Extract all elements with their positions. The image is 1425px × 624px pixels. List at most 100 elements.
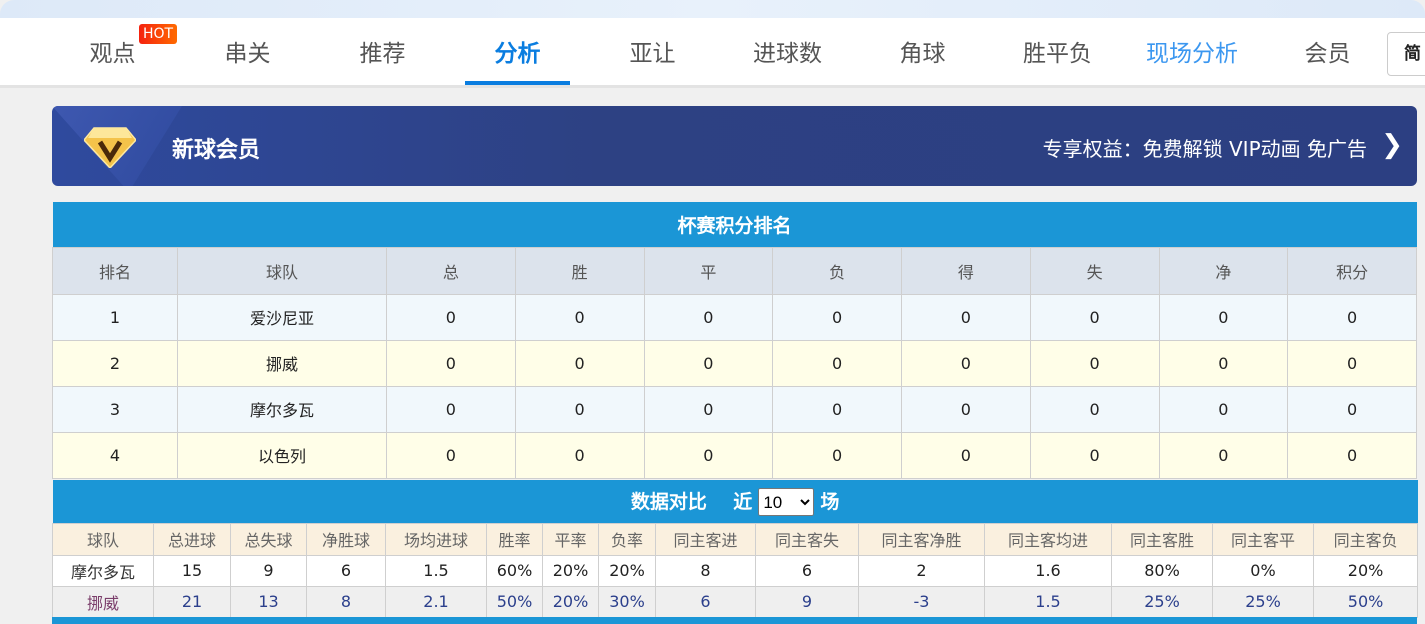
cell: 0 [386,431,516,479]
cell: 20% [542,585,599,618]
cell: 1.5 [984,585,1112,618]
team-cell[interactable]: 摩尔多瓦 [177,385,387,433]
cell: 负 [772,246,902,295]
cell: 4 [52,431,178,479]
cell: 0 [1158,293,1289,341]
cell: 排名 [52,246,178,295]
cell: 平率 [542,522,599,556]
cell: 0 [901,339,1031,387]
bottom-bar [52,617,1417,624]
nav-tab-2[interactable]: 推荐 [359,41,406,67]
cell: 25% [1212,585,1314,618]
cell: 0 [386,385,516,433]
nav-tab-1[interactable]: 串关 [224,41,271,67]
header-row: 球队 总进球 总失球 净胜球 场均进球 胜率 平率 负率 同主客进 同主客失 同主客净胜 同主客均进同… [52,522,1419,556]
banner-title: 新球会员 [172,138,261,163]
cell: 0 [1029,293,1160,341]
cell: 9 [755,585,859,618]
cell: 0 [1158,339,1289,387]
standings-title: 杯赛积分排名 [52,202,1417,247]
cell: 1.5 [385,554,487,587]
cell: 同主客进 [655,522,756,556]
cell: 50% [1312,585,1419,618]
cell: 0 [901,431,1031,479]
vip-banner[interactable]: 新球会员 专享权益：免费解锁 VIP动画 免广告 ❯ [52,106,1417,186]
cell: 0 [514,385,645,433]
match-count-select[interactable]: 10 [758,488,815,516]
cell: 同主客失 [755,522,859,556]
team-cell[interactable]: 摩尔多瓦 [52,554,154,587]
hot-badge: HOT [139,24,178,44]
team-cell[interactable]: 以色列 [177,431,387,479]
header-row: 排名 球队总胜平负得失净积分 [52,246,1417,295]
cell: 1 [52,293,178,341]
banner-perk: 专享权益：免费解锁 VIP动画 免广告 [1042,137,1367,161]
cell: 0 [1287,385,1417,433]
cell: 胜率 [486,522,543,556]
near-label: 近 [733,490,753,513]
cell: 负率 [598,522,656,556]
cell: 球队 [177,246,387,295]
cell: 0 [1029,339,1160,387]
chevron-right-icon[interactable]: ❯ [1381,130,1403,160]
team-cell[interactable]: 挪威 [177,339,387,387]
cell: 50% [486,585,543,618]
cell: 0 [514,293,645,341]
cell: 0 [901,385,1031,433]
cell: 0 [514,431,645,479]
cell: 总失球 [230,522,307,556]
team-cell[interactable]: 挪威 [52,585,154,618]
cell: 9 [230,554,307,587]
top-nav: 会员 现场分析 胜平负 角球 进球数 亚让 分析 推荐 串关 观点 HOT 简 [0,18,1425,88]
nav-tab-4[interactable]: 亚让 [629,41,676,67]
standings-table: 杯赛积分排名 排名 球队总胜平负得失净积分 1 爱沙尼亚 0 0 0 0 0 0 0 0 2 挪威 0 0 0 0… [52,202,1417,479]
nav-tab-0[interactable]: 观点 [89,41,136,67]
cell: 0 [1158,431,1289,479]
cell: 13 [230,585,307,618]
team-cell[interactable]: 爱沙尼亚 [177,293,387,341]
cell: 80% [1111,554,1213,587]
compare-title: 数据对比 [630,490,707,513]
cell: 6 [755,554,859,587]
table-row: 摩尔多瓦 15 9 6 1.5 60% 20% 20% 8 6 2 1.6 80% 0% 20% [52,554,1419,587]
vip-diamond-icon [84,127,136,168]
cell: 得 [901,246,1031,295]
nav-tab-8[interactable]: 现场分析 [1146,41,1238,67]
cell: 0 [1287,293,1417,341]
cell: 60% [486,554,543,587]
cell: 总进球 [153,522,231,556]
table-row: 4 以色列 0 0 0 0 0 0 0 0 [52,431,1417,479]
cell: -3 [858,585,985,618]
cell: 0% [1212,554,1314,587]
nav-tab-3[interactable]: 分析 [465,18,570,85]
cell: 25% [1111,585,1213,618]
cell: 0 [772,293,902,341]
cell: 0 [386,293,516,341]
cell: 21 [153,585,231,618]
cell: 0 [643,385,774,433]
cell: 0 [1287,339,1417,387]
nav-tab-9[interactable]: 会员 [1304,41,1351,67]
nav-tab-7[interactable]: 胜平负 [1023,41,1092,67]
language-button[interactable]: 简 [1387,32,1425,76]
table-row: 3 摩尔多瓦 0 0 0 0 0 0 0 0 [52,385,1417,433]
cell: 同主客净胜 [858,522,985,556]
compare-table: 数据对比 近 10 场 球队 总进球 总失球 净胜球 场均进球 胜率 平率 负率 同主客进 同主客失同… [52,480,1419,618]
cell: 0 [772,339,902,387]
cell: 20% [542,554,599,587]
cell: 8 [306,585,386,618]
nav-tab-5[interactable]: 进球数 [753,41,822,67]
cell: 20% [1312,554,1419,587]
cell: 0 [1287,431,1417,479]
table-row: 2 挪威 0 0 0 0 0 0 0 0 [52,339,1417,387]
cell: 0 [1158,385,1289,433]
cell: 球队 [52,522,154,556]
cell: 0 [772,385,902,433]
table-row: 挪威 21 13 8 2.1 50% 20% 30% 6 9 -3 1.5 25% 25% 50% [52,585,1419,618]
cell: 同主客平 [1212,522,1314,556]
cell: 同主客均进 [984,522,1112,556]
cell: 1.6 [984,554,1112,587]
cell: 积分 [1287,246,1417,295]
nav-tab-6[interactable]: 角球 [899,41,946,67]
cell: 平 [643,246,774,295]
